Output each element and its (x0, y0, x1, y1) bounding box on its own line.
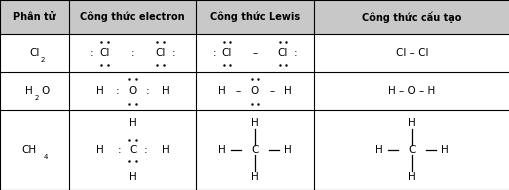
Text: :: : (293, 48, 297, 58)
Text: :: : (143, 145, 147, 155)
Text: H – O – H: H – O – H (387, 86, 435, 96)
Text: :: : (146, 86, 150, 96)
Text: H: H (128, 172, 136, 182)
Text: H: H (161, 145, 169, 155)
Text: Công thức Lewis: Công thức Lewis (210, 12, 299, 22)
Text: H: H (217, 86, 225, 96)
Text: 2: 2 (40, 57, 45, 63)
Text: H: H (284, 86, 292, 96)
Text: :: : (90, 48, 94, 58)
Text: Cl: Cl (99, 48, 109, 58)
Text: H: H (95, 86, 103, 96)
Text: Cl: Cl (277, 48, 288, 58)
Text: :: : (130, 48, 134, 58)
Text: –: – (252, 48, 257, 58)
Text: O: O (250, 86, 259, 96)
Text: 2: 2 (35, 95, 39, 101)
Text: 4: 4 (43, 154, 48, 160)
Text: Phân tử: Phân tử (13, 12, 55, 22)
Text: Cl: Cl (221, 48, 232, 58)
Text: O: O (41, 86, 50, 96)
Text: :: : (171, 48, 175, 58)
Text: –: – (269, 86, 274, 96)
Text: :: : (212, 48, 216, 58)
Text: H: H (407, 172, 415, 182)
Text: Cl: Cl (155, 48, 165, 58)
Text: C: C (251, 145, 258, 155)
Text: H: H (250, 119, 259, 128)
Text: CH: CH (22, 145, 37, 155)
Text: H: H (128, 119, 136, 128)
Text: Cl: Cl (29, 48, 40, 58)
Text: H: H (217, 145, 225, 155)
Text: C: C (129, 145, 136, 155)
Text: H: H (284, 145, 292, 155)
Text: –: – (235, 86, 240, 96)
Text: H: H (250, 172, 259, 182)
Text: Cl – Cl: Cl – Cl (395, 48, 427, 58)
Text: O: O (128, 86, 136, 96)
Text: H: H (25, 86, 33, 96)
Text: C: C (407, 145, 415, 155)
Text: H: H (407, 119, 415, 128)
Text: H: H (374, 145, 382, 155)
Text: H: H (440, 145, 448, 155)
Text: H: H (95, 145, 103, 155)
Text: :: : (115, 86, 119, 96)
Text: Công thức cấu tạo: Công thức cấu tạo (361, 11, 461, 23)
Text: Công thức electron: Công thức electron (80, 12, 185, 22)
Text: H: H (161, 86, 169, 96)
Text: :: : (118, 145, 122, 155)
Bar (0, 0, 509, 34)
